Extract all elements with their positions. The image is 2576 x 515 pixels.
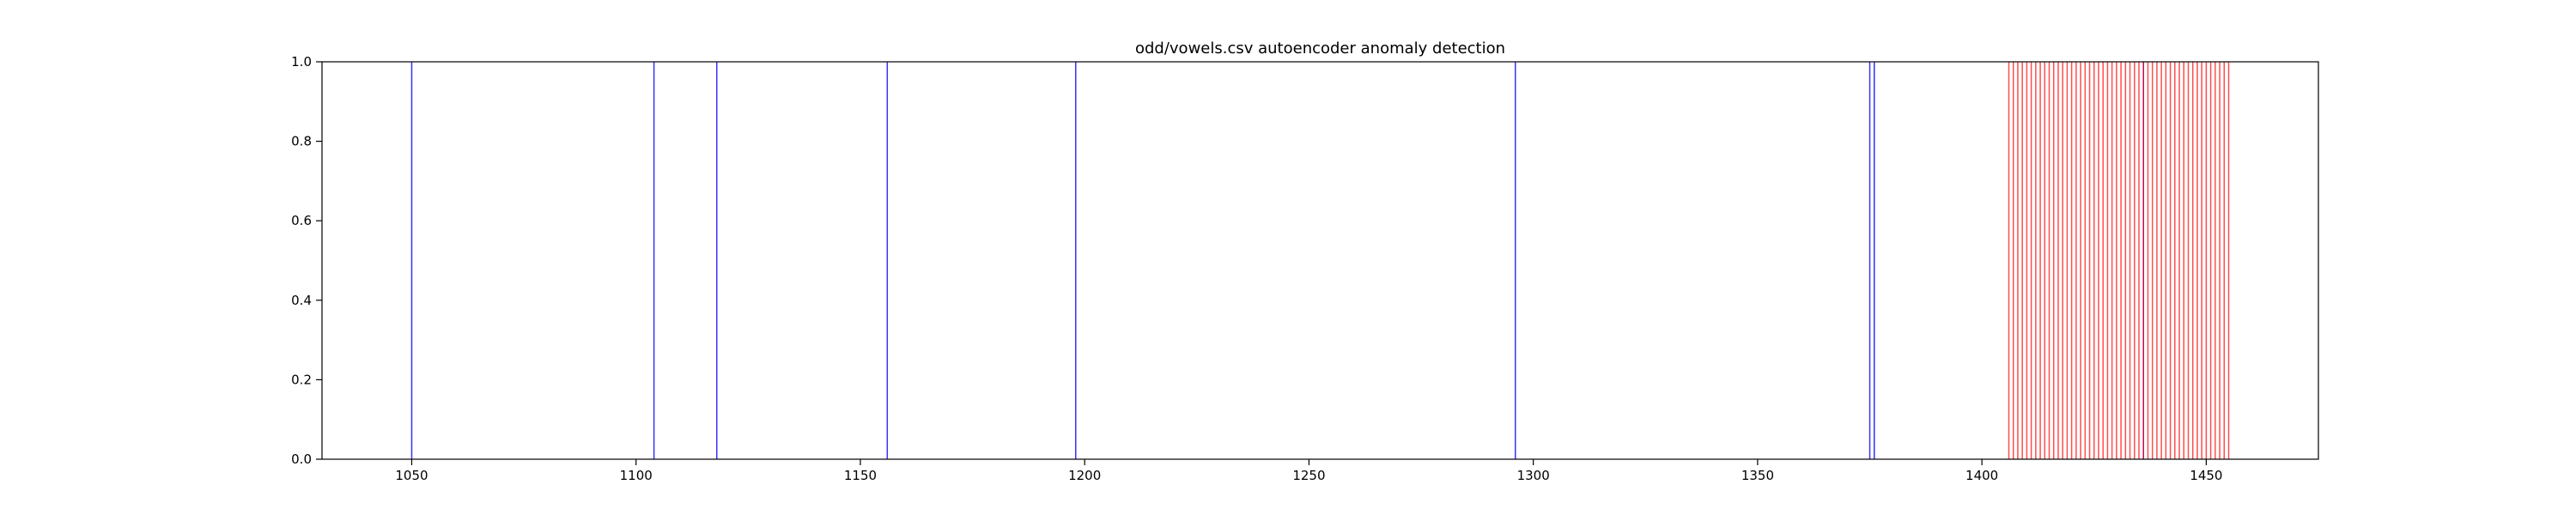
x-axis: 1050 1100 1150 1200 1250 1300 1350 1400 1450 <box>395 459 2222 483</box>
x-tick-label-4: 1250 <box>1292 468 1325 483</box>
y-tick-label-2: 0.4 <box>291 293 312 308</box>
y-tick-label-4: 0.8 <box>291 134 312 149</box>
plot-frame <box>321 61 2319 460</box>
chart-title: odd/vowels.csv autoencoder anomaly detec… <box>1135 39 1505 58</box>
x-tick-label-8: 1450 <box>2190 468 2222 483</box>
x-tick-label-5: 1300 <box>1517 468 1550 483</box>
y-tick-label-1: 0.2 <box>291 372 312 387</box>
event-lines <box>410 62 2230 459</box>
x-tick-label-7: 1400 <box>1965 468 1998 483</box>
x-tick-label-3: 1200 <box>1068 468 1101 483</box>
y-axis: 0.0 0.2 0.4 0.6 0.8 1.0 <box>291 54 322 467</box>
x-tick-label-2: 1150 <box>844 468 877 483</box>
x-tick-label-1: 1100 <box>620 468 653 483</box>
x-tick-label-6: 1350 <box>1741 468 1774 483</box>
x-tick-label-0: 1050 <box>395 468 428 483</box>
y-tick-label-5: 1.0 <box>291 54 312 70</box>
y-tick-label-0: 0.0 <box>291 451 312 467</box>
y-tick-label-3: 0.6 <box>291 213 312 228</box>
